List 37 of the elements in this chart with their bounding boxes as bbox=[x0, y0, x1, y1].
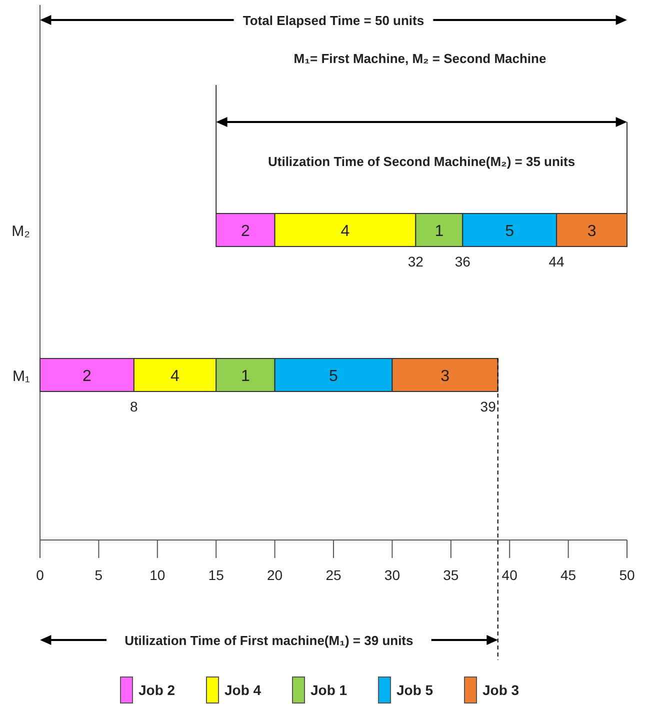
legend-label: Job 5 bbox=[396, 682, 434, 698]
legend-label: Job 4 bbox=[224, 682, 262, 698]
text: Total Elapsed Time = 50 units bbox=[242, 13, 424, 28]
x-tick-label: 25 bbox=[326, 567, 342, 583]
x-tick-label: 30 bbox=[384, 567, 400, 583]
annotation: 8 bbox=[130, 398, 138, 414]
x-tick-label: 35 bbox=[443, 567, 459, 583]
legend-label: Job 1 bbox=[310, 682, 348, 698]
annotation: 32 bbox=[408, 254, 424, 270]
annotation: 5 bbox=[329, 368, 338, 385]
x-tick-label: 5 bbox=[94, 567, 103, 583]
annotation: 1 bbox=[240, 368, 250, 385]
x-tick-label: 50 bbox=[619, 567, 635, 583]
annotation: 39 bbox=[480, 398, 496, 414]
annotation: 5 bbox=[505, 223, 514, 240]
y-tick-label: M₁ bbox=[12, 368, 30, 385]
annotation: Utilization Time of Second Machine(M₂) = 35 units bbox=[268, 154, 576, 169]
legend-label: Job 2 bbox=[138, 682, 176, 698]
annotation: 36 bbox=[454, 254, 471, 270]
x-tick-label: 45 bbox=[560, 567, 576, 583]
x-tick-label: 10 bbox=[150, 567, 166, 583]
annotation: 3 bbox=[587, 223, 596, 240]
y-tick-label: M₂ bbox=[12, 223, 30, 240]
x-tick-label: 15 bbox=[208, 567, 224, 583]
annotation: 3 bbox=[440, 368, 450, 385]
annotation: 4 bbox=[340, 223, 350, 240]
annotation: 4 bbox=[170, 368, 180, 385]
annotation: 1 bbox=[434, 223, 444, 240]
legend-label: Job 3 bbox=[482, 682, 520, 698]
x-tick-label: 40 bbox=[502, 567, 518, 583]
annotation: 2 bbox=[240, 223, 250, 240]
text: Utilization Time of First machine(M₁) = 39 units bbox=[124, 633, 414, 648]
x-tick-label: 20 bbox=[267, 567, 283, 583]
x-tick-label: 0 bbox=[36, 567, 44, 583]
annotation: 44 bbox=[548, 254, 565, 270]
annotation: 2 bbox=[82, 368, 92, 385]
text: M₁= First Machine, M₂ = Second Machine bbox=[294, 51, 546, 66]
